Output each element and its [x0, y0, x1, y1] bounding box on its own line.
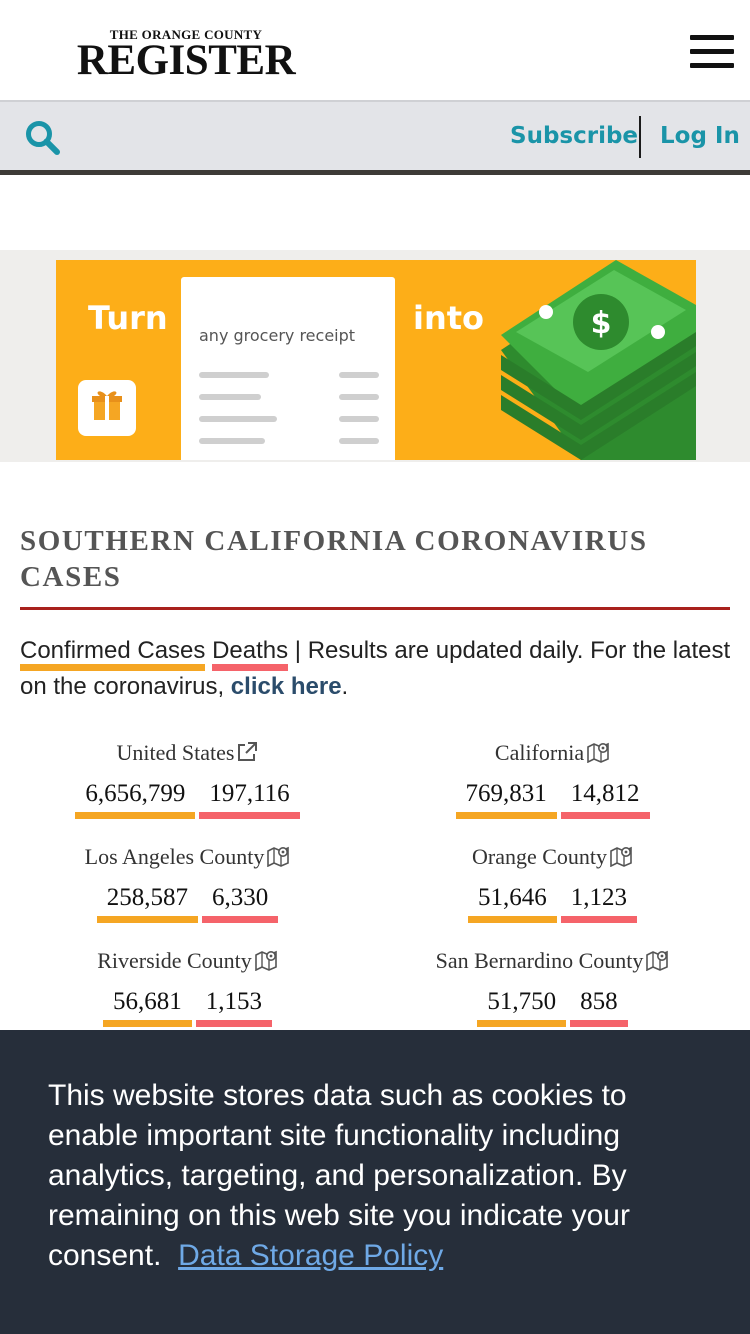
cases-count: 56,681: [103, 988, 192, 1027]
gift-icon: [78, 380, 136, 436]
region-california: California 769,831 14,812: [365, 738, 740, 819]
region-los-angeles-county: Los Angeles County 258,587 6,330: [0, 842, 375, 923]
section-title: SOUTHERN CALIFORNIA CORONAVIRUS CASES: [20, 525, 648, 593]
site-logo[interactable]: THE ORANGE COUNTY REGISTER: [74, 27, 298, 84]
region-name[interactable]: United States: [0, 738, 375, 768]
cookie-consent-banner[interactable]: This website stores data such as cookies…: [0, 1030, 750, 1334]
deaths-count: 14,812: [560, 780, 650, 819]
region-orange-county: Orange County 51,646 1,123: [365, 842, 740, 923]
legend-cases: Confirmed Cases: [20, 633, 206, 671]
cases-count: 258,587: [96, 884, 198, 923]
hamburger-menu-icon[interactable]: [690, 33, 734, 69]
cookie-text: This website stores data such as cookies…: [48, 1079, 630, 1272]
section-divider: [20, 607, 730, 610]
legend-description: | Results are updated daily. For the lat…: [20, 637, 731, 700]
ad-text-receipt: any grocery receipt: [199, 326, 356, 345]
logo-main-text: REGISTER: [76, 37, 296, 84]
cases-count: 769,831: [455, 780, 557, 819]
click-here-link[interactable]: click here: [230, 673, 342, 700]
cases-count: 51,646: [468, 884, 557, 923]
cases-count: 51,750: [477, 988, 567, 1027]
sub-navigation-bar: [0, 100, 750, 170]
receipt-graphic: any grocery receipt: [181, 277, 395, 460]
legend-period: .: [341, 673, 349, 700]
deaths-count: 6,330: [202, 884, 279, 923]
deaths-count: 1,123: [560, 884, 637, 923]
subscribe-link[interactable]: Subscribe: [510, 123, 639, 149]
region-name[interactable]: San Bernardino County: [365, 946, 740, 976]
map-icon[interactable]: [266, 845, 290, 868]
deaths-count: 858: [570, 988, 628, 1027]
region-name[interactable]: Riverside County: [0, 946, 375, 976]
subbar-divider: [639, 116, 641, 158]
search-icon[interactable]: [24, 119, 62, 157]
cash-stack-icon: $: [496, 260, 696, 460]
region-name[interactable]: California: [365, 738, 740, 768]
map-icon[interactable]: [586, 741, 610, 764]
region-san-bernardino-county: San Bernardino County 51,750 858: [365, 946, 740, 1027]
logo-top-text: THE ORANGE COUNTY: [109, 27, 263, 42]
region-name[interactable]: Los Angeles County: [0, 842, 375, 872]
cookie-message: This website stores data such as cookies…: [48, 1076, 708, 1276]
region-united-states: United States 6,656,799 197,116: [0, 738, 375, 819]
sub-navigation-border: [0, 170, 750, 175]
deaths-count: 197,116: [199, 780, 300, 819]
data-storage-policy-link[interactable]: Data Storage Policy: [178, 1239, 444, 1272]
svg-text:$: $: [591, 306, 612, 341]
cases-count: 6,656,799: [75, 780, 196, 819]
ad-text-turn: Turn: [88, 299, 168, 337]
site-header: THE ORANGE COUNTY REGISTER: [0, 0, 750, 100]
map-icon[interactable]: [645, 949, 669, 972]
map-icon[interactable]: [609, 845, 633, 868]
map-icon[interactable]: [254, 949, 278, 972]
advertisement-banner[interactable]: Turn any grocery receipt into: [56, 260, 696, 460]
region-name[interactable]: Orange County: [365, 842, 740, 872]
external-link-icon[interactable]: [236, 741, 258, 763]
legend-deaths: Deaths: [212, 633, 289, 671]
legend-text: Confirmed Cases Deaths | Results are upd…: [20, 633, 732, 705]
login-link[interactable]: Log In: [660, 123, 740, 149]
region-riverside-county: Riverside County 56,681 1,153: [0, 946, 375, 1027]
ad-text-into: into: [413, 299, 485, 337]
deaths-count: 1,153: [195, 988, 272, 1027]
